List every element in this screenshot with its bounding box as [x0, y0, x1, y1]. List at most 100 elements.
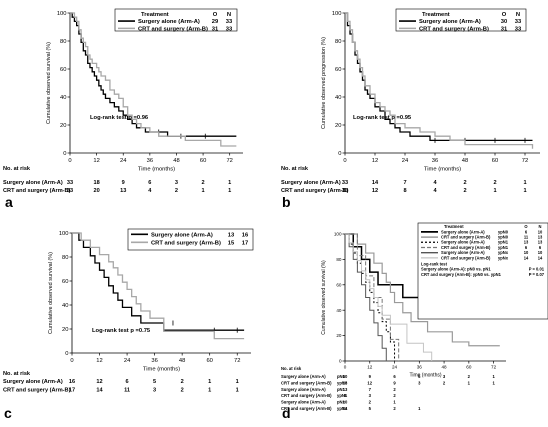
panel-c: 0 20 40 60 80 100 0 12 24 36 48 60 72 Time (months) Cu…: [0, 211, 270, 422]
legend-o: 6: [525, 229, 528, 234]
risk-label: CRT and surgery (Arm-B): [281, 393, 332, 398]
y-tick-label: 0: [65, 351, 68, 357]
legend-label: CRT and surgery (Arm-B): [151, 240, 221, 246]
legend-label: Surgery alone (Arm-A): [151, 232, 213, 238]
legend-label: Surgery alone (Arm-A): [441, 250, 485, 255]
x-tick-label: 0: [70, 358, 73, 364]
risk-label: Surgery alone (Arm-A): [3, 180, 63, 186]
risk-count: 16: [69, 379, 75, 385]
y-tick-label: 60: [335, 67, 341, 73]
risk-count: 4: [433, 180, 437, 186]
risk-count: 2: [393, 387, 396, 392]
x-tick-label: 60: [206, 358, 212, 364]
legend-o: 13: [524, 240, 529, 245]
risk-count: 2: [393, 406, 396, 411]
x-tick-label: 24: [124, 358, 131, 364]
km-curve: [345, 233, 500, 347]
risk-count: 9: [369, 374, 372, 379]
risk-label: CRT and surgery (Arm-B): [281, 380, 332, 385]
x-axis-label: Time (months): [143, 367, 180, 373]
risk-count: 6: [418, 374, 421, 379]
risk-count: 6: [344, 393, 347, 398]
legend-n: 6: [539, 245, 542, 250]
panel-letter: c: [4, 405, 12, 421]
x-tick-label: 36: [432, 158, 438, 164]
panel-a: 0 20 40 60 80 100 0 12 24 36 48 60 72 Time (months) Cu…: [0, 0, 270, 211]
risk-count: 13: [343, 380, 348, 385]
risk-count: 4: [148, 188, 152, 194]
risk-stage: pN0: [337, 374, 346, 379]
x-tick-label: 36: [147, 158, 153, 164]
risk-count: 3: [418, 380, 421, 385]
legend-o: 30: [501, 19, 507, 25]
x-tick-label: 0: [68, 158, 71, 164]
legend-box: [395, 8, 527, 32]
y-tick-label: 60: [60, 67, 66, 73]
logrank-annotation: Log-rank test p =0.95: [353, 115, 412, 121]
risk-count: 1: [393, 400, 396, 405]
legend-o: 15: [228, 240, 235, 246]
y-tick-label: 0: [338, 151, 341, 157]
risk-count: 2: [369, 400, 372, 405]
x-tick-label: 24: [392, 365, 398, 370]
km-curve: [345, 233, 433, 361]
risk-stage: pN1: [337, 387, 346, 392]
legend-stage: ypN0: [498, 229, 509, 234]
y-tick-label: 40: [336, 308, 342, 313]
legend-n: 17: [242, 240, 248, 246]
x-tick-label: 48: [462, 158, 468, 164]
y-tick-label: 0: [63, 151, 66, 157]
risk-count: 1: [468, 380, 471, 385]
legend-o: 31: [501, 26, 508, 32]
legend-o: 13: [228, 232, 235, 238]
risk-count: 33: [342, 180, 348, 186]
panel-letter: d: [282, 405, 291, 421]
legend-n: 10: [538, 229, 543, 234]
x-tick-label: 72: [226, 158, 232, 164]
risk-count: 33: [342, 188, 348, 194]
legend-label: CRT and surgery (Arm-B): [441, 245, 491, 250]
legend-stage: ypN1: [498, 245, 509, 250]
x-tick-label: 24: [402, 158, 409, 164]
legend-col-o: O: [524, 224, 528, 229]
risk-stage: ypNx: [337, 406, 348, 411]
risk-label: CRT and surgery (Arm-B): [281, 188, 349, 194]
risk-count: 1: [493, 188, 496, 194]
y-tick-label: 20: [335, 123, 341, 129]
legend-col-n: N: [539, 224, 542, 229]
legend-o: 11: [524, 235, 529, 240]
y-tick-label: 60: [62, 279, 68, 285]
x-tick-label: 12: [93, 158, 99, 164]
risk-count: 2: [175, 188, 178, 194]
legend-label: Surgery alone (Arm-A): [419, 19, 481, 25]
panel-letter: a: [5, 194, 13, 210]
risk-title: No. at risk: [281, 166, 309, 172]
risk-count: 13: [343, 387, 348, 392]
risk-count: 11: [124, 388, 130, 394]
legend-col-n: N: [516, 12, 520, 18]
y-tick-label: 100: [332, 11, 342, 17]
risk-count: 1: [492, 374, 495, 379]
legend-stage: ypN1: [498, 240, 509, 245]
risk-count: 1: [208, 388, 211, 394]
risk-count: 6: [148, 180, 151, 186]
logrank-p: P = 0.07: [529, 272, 545, 277]
y-tick-label: 80: [335, 39, 341, 45]
risk-count: 12: [96, 379, 102, 385]
x-tick-label: 48: [173, 158, 179, 164]
y-axis-label: Cumulative observed survival (%): [321, 260, 327, 335]
logrank-annotation: Log-rank test p =0.75: [92, 328, 151, 334]
risk-count: 17: [69, 388, 75, 394]
x-tick-label: 36: [417, 365, 423, 370]
risk-count: 3: [369, 393, 372, 398]
x-tick-label: 36: [151, 358, 157, 364]
risk-count: 1: [523, 180, 526, 186]
km-curve: [345, 12, 534, 149]
risk-count: 9: [122, 180, 125, 186]
x-tick-label: 72: [522, 158, 528, 164]
legend-n: 13: [538, 240, 543, 245]
legend-col-n: N: [227, 12, 231, 18]
legend-label: CRT and surgery (Arm-B): [419, 26, 489, 32]
